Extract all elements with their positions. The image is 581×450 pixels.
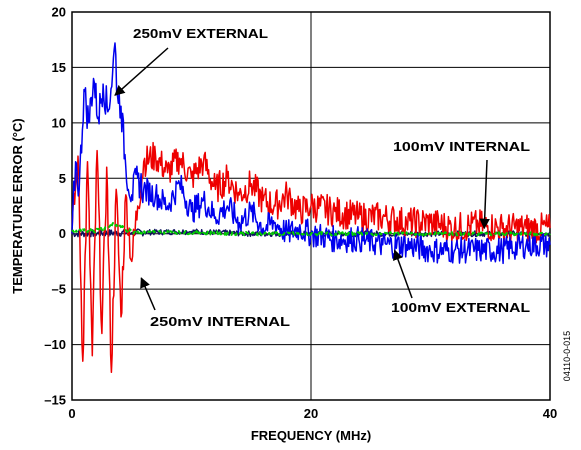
y-tick-label: 20 <box>52 5 66 20</box>
series-line-250mv-internal <box>71 141 551 374</box>
annotation-arrow <box>479 159 490 230</box>
annotation-arrow <box>114 47 169 96</box>
y-tick-label: 5 <box>59 171 66 186</box>
y-tick-label: 0 <box>59 226 66 241</box>
x-tick-label: 0 <box>68 406 75 421</box>
annotations: 250mV EXTERNAL 100mV INTERNAL 250mV INTERN… <box>114 26 530 329</box>
annotation-label: 250mV EXTERNAL <box>133 26 268 41</box>
tick-labels: –15 –10 –5 0 5 10 15 20 0 20 40 <box>44 5 557 422</box>
y-tick-label: –15 <box>44 393 66 408</box>
x-axis-title: FREQUENCY (MHz) <box>251 428 371 443</box>
y-tick-label: 10 <box>52 115 66 130</box>
annotation-label: 100mV INTERNAL <box>393 139 530 154</box>
x-tick-label: 20 <box>304 406 318 421</box>
annotation-arrow <box>392 249 413 299</box>
y-tick-label: –10 <box>44 337 66 352</box>
figure-id: 04110-0-015 <box>562 331 572 381</box>
annotation-label: 250mV INTERNAL <box>150 314 290 329</box>
series-line-100mv-internal <box>71 222 551 237</box>
annotation-arrow <box>140 277 156 311</box>
annotation-label: 100mV EXTERNAL <box>391 300 530 315</box>
series-line-250mv-external <box>71 42 551 265</box>
x-tick-label: 40 <box>543 406 557 421</box>
y-axis-title: TEMPERATURE ERROR (°C) <box>10 118 25 293</box>
grid <box>72 12 550 400</box>
series-layer <box>71 42 551 374</box>
y-tick-label: –5 <box>52 282 66 297</box>
y-tick-label: 15 <box>52 60 66 75</box>
